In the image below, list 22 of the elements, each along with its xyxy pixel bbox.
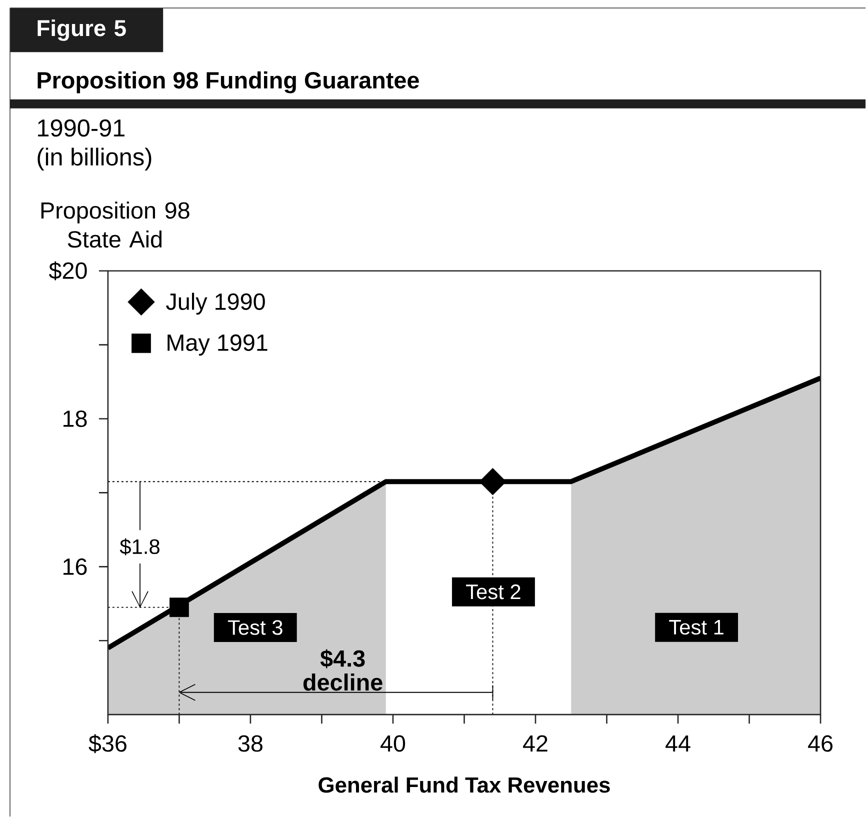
x-tick-label: 42 <box>523 735 548 752</box>
x-tick-label: 38 <box>238 735 262 752</box>
annotation: Test 2 <box>466 584 520 600</box>
legend-label: July 1990 <box>166 292 265 315</box>
x-tick-label: 40 <box>380 735 406 752</box>
y-tick-label: 16 <box>64 558 87 575</box>
legend-label: May 1991 <box>168 334 268 356</box>
annotation: $1.8 <box>120 538 160 556</box>
annotation: Test 3 <box>228 620 282 635</box>
x-tick-label: $36 <box>88 734 126 754</box>
y-tick-label: $20 <box>48 261 87 280</box>
x-tick-label: 44 <box>666 735 690 752</box>
annotation: Test 1 <box>669 620 724 635</box>
x-tick-label: 46 <box>808 735 832 752</box>
x-axis-title: General Fund Tax Revenues <box>318 776 610 793</box>
chart-title: Proposition 98 Funding Guarantee <box>38 71 419 94</box>
text: (in billions) <box>38 148 152 170</box>
y-tick-label: 18 <box>64 410 87 428</box>
y-axis-title: Proposition 98 State Aid <box>41 202 190 248</box>
chart-subtitle: 1990-91 <box>38 119 124 137</box>
caption: Figure 5 <box>38 19 126 41</box>
annotation: $4.3 decline <box>303 649 382 691</box>
